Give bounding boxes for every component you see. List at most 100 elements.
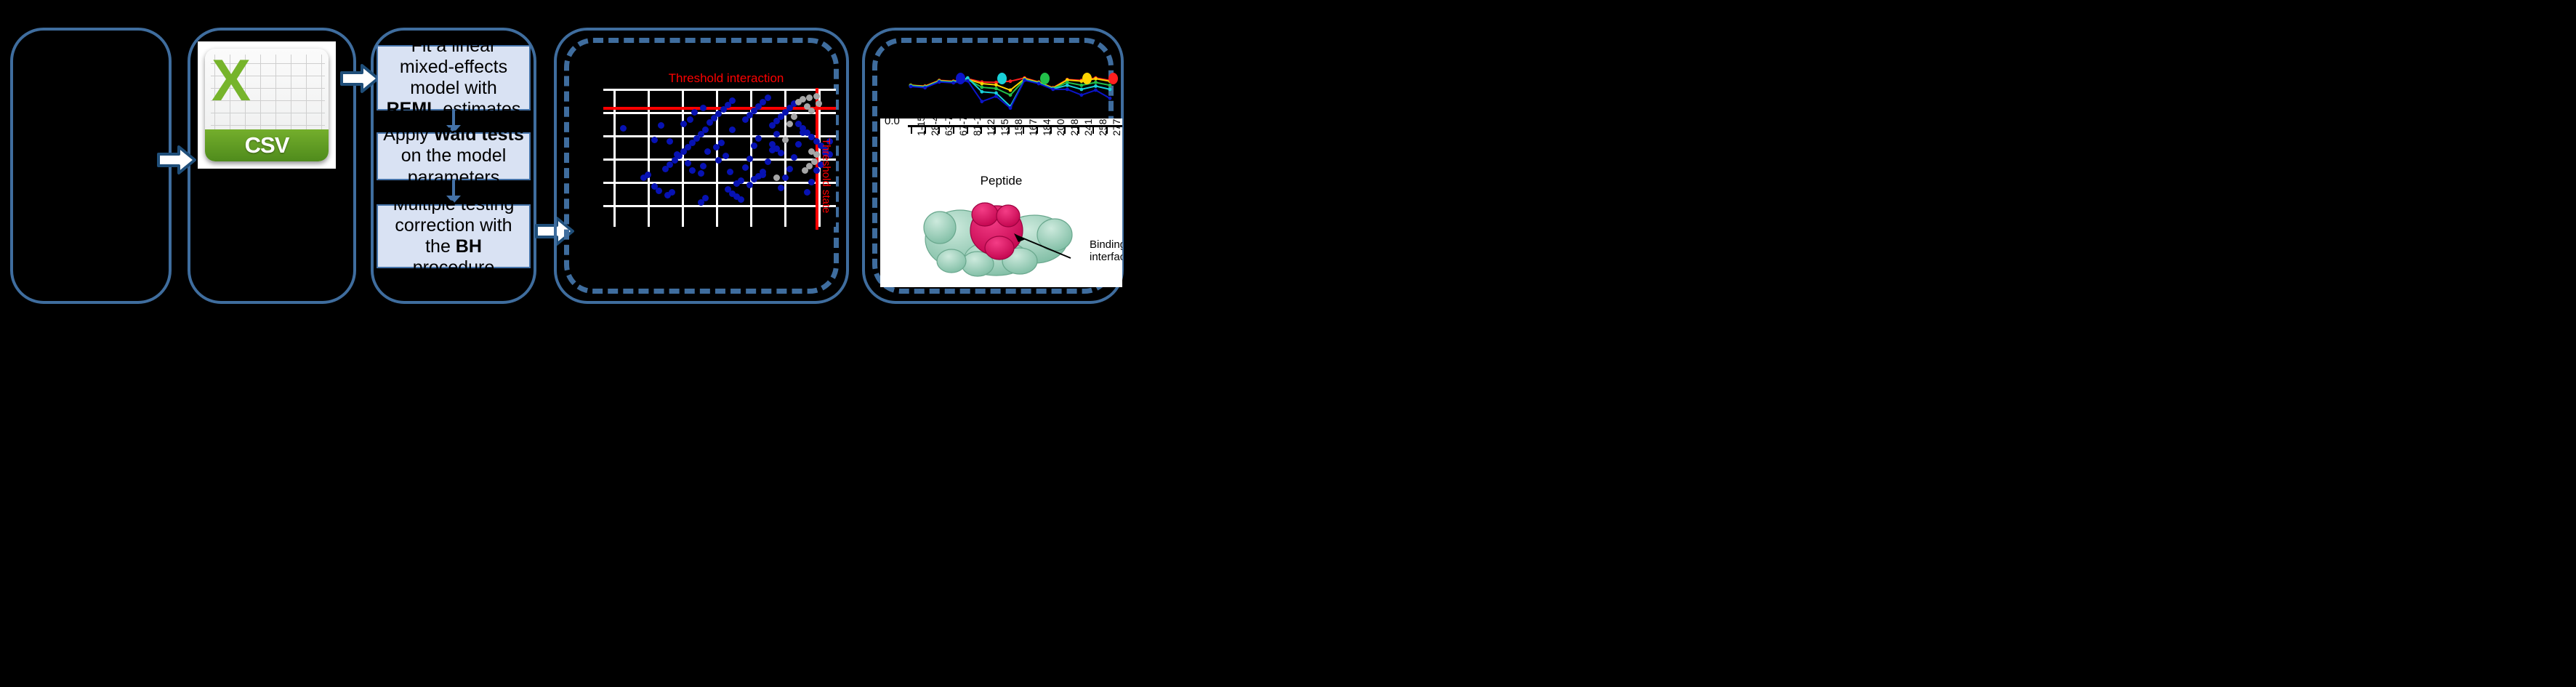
- scatter-point: [737, 196, 744, 203]
- scatter-point: [781, 174, 789, 181]
- method-step-bh: Multiple testing correction with the BH …: [377, 194, 531, 278]
- scatter-point: [786, 166, 793, 172]
- line-marker: [994, 91, 998, 95]
- csv-icon-tile: X CSV: [205, 49, 329, 161]
- line-marker: [994, 95, 998, 98]
- binding-interface-annotation: Bindinginterface: [1090, 238, 1122, 263]
- scatter-point: [746, 112, 754, 118]
- method-connector-2: [452, 180, 455, 200]
- line-marker: [1094, 88, 1098, 92]
- scatter-point: [777, 113, 784, 120]
- scatter-point: [698, 131, 705, 137]
- scatter-point: [826, 151, 833, 158]
- method-connector-1-arrowhead-icon: [446, 125, 461, 133]
- scatter-point: [684, 144, 691, 150]
- peptide-label: 258-266: [1097, 118, 1108, 136]
- scatter-point: [795, 99, 802, 105]
- scatter-point: [715, 111, 723, 117]
- scatter-point: [760, 99, 767, 105]
- method-step-reml: Fit a linear mixed-effects model with RE…: [377, 36, 531, 119]
- x-axis-tick: [1106, 127, 1108, 134]
- scatter-point: [791, 154, 798, 161]
- line-marker: [1065, 80, 1069, 84]
- peptide-label: 135-144: [999, 118, 1010, 136]
- csv-label-band: CSV: [205, 129, 329, 161]
- scatter-point: [640, 174, 647, 181]
- peptide-label: 122-129: [985, 118, 997, 136]
- scatter-point: [781, 137, 789, 143]
- scatter-point: [713, 144, 720, 150]
- scatter-point: [704, 148, 712, 155]
- scatter-point: [722, 153, 729, 159]
- panel-input-placeholder: [10, 28, 172, 304]
- csv-label: CSV: [244, 132, 290, 158]
- peptide-label: 63-73: [943, 118, 955, 136]
- x-axis-tick: [952, 127, 954, 134]
- scatter-point: [755, 173, 762, 180]
- spreadsheet-grid-icon: [211, 55, 325, 129]
- line-marker: [965, 76, 970, 80]
- scatter-point: [742, 116, 749, 123]
- x-axis-tick: [1078, 127, 1080, 134]
- scatter-point: [804, 103, 811, 110]
- scatter-point: [651, 183, 659, 190]
- scatter-point: [656, 188, 663, 194]
- peptide-label: 1-15: [915, 118, 927, 136]
- threshold-state-label: Threshold state: [820, 138, 832, 214]
- scatter-point: [751, 142, 758, 149]
- scatter-point: [791, 100, 798, 107]
- scatter-point: [737, 177, 744, 184]
- peptide-label: 241-257: [1082, 118, 1094, 136]
- csv-file-icon[interactable]: X CSV: [198, 41, 336, 169]
- peptide-label: 67-75: [957, 118, 969, 136]
- scatter-point: [800, 125, 807, 132]
- scatter-point: [800, 96, 807, 103]
- peptide-label: 277-284: [1111, 118, 1122, 136]
- scatter-point: [813, 138, 820, 145]
- x-axis-tick: [1036, 127, 1038, 134]
- scatter-point: [700, 105, 707, 111]
- line-marker: [1051, 87, 1055, 92]
- line-marker: [994, 80, 998, 84]
- scatter-point: [711, 115, 718, 121]
- scatter-point: [755, 135, 762, 142]
- x-axis-title: Peptide: [980, 174, 1023, 188]
- scatter-point: [786, 121, 793, 127]
- line-marker: [980, 81, 984, 86]
- peptide-label: 167-180: [1027, 118, 1039, 136]
- peptide-label: 81-101: [970, 118, 983, 136]
- scatter-point: [773, 145, 780, 152]
- scatter-point: [764, 158, 771, 165]
- scatter-point: [662, 166, 669, 172]
- y-axis-zero-tick-label: 0.0: [885, 118, 900, 127]
- line-marker: [1008, 88, 1013, 92]
- line-marker: [994, 83, 998, 87]
- scatter-point: [751, 108, 758, 114]
- scatter-point: [664, 192, 672, 198]
- scatter-point: [688, 167, 696, 174]
- scatter-point: [777, 185, 784, 191]
- method-connector-1: [452, 111, 455, 128]
- line-marker: [1023, 79, 1026, 82]
- x-axis-tick: [1092, 127, 1094, 134]
- scatter-point: [800, 129, 807, 136]
- method-step-2-text: Apply Wald tests on the model parameters: [383, 124, 524, 188]
- panel-structure-mapping: [862, 28, 1124, 304]
- scatter-point: [786, 105, 793, 111]
- threshold-interaction-line: [603, 107, 836, 110]
- scatter-point: [821, 147, 829, 153]
- scatter-point: [813, 151, 820, 158]
- scatter-point: [795, 121, 802, 127]
- scatter-point: [698, 199, 705, 206]
- line-marker: [1037, 81, 1041, 86]
- scatter-point: [675, 153, 683, 159]
- flow-arrow-1-icon: [157, 145, 196, 174]
- line-marker: [980, 89, 984, 94]
- scatter-point: [746, 156, 754, 162]
- line-marker: [994, 87, 998, 91]
- legend-dot-0: [956, 73, 965, 84]
- method-step-1-text: Fit a linear mixed-effects model with RE…: [386, 35, 521, 120]
- scatter-point: [773, 131, 780, 137]
- scatter-dashed-outline: [564, 38, 839, 294]
- line-marker: [1079, 93, 1084, 97]
